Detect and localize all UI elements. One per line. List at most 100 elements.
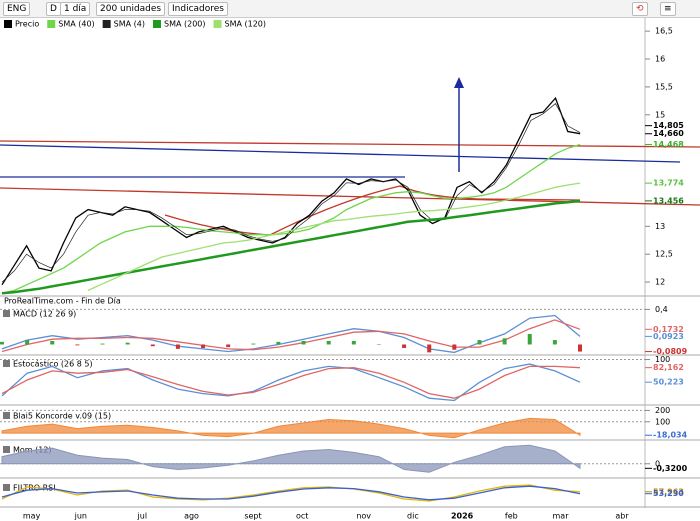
y-tick-label: 0,4 bbox=[655, 305, 668, 314]
x-tick-label: 2026 bbox=[451, 512, 474, 521]
symbol-button[interactable]: ENG bbox=[3, 2, 31, 16]
trend-line bbox=[0, 144, 681, 163]
indicators-button[interactable]: Indicadores bbox=[168, 2, 228, 16]
last-value-label: -18,034 bbox=[653, 431, 688, 440]
y-tick-label: 12 bbox=[655, 278, 665, 287]
y-tick-label: 15,5 bbox=[655, 82, 673, 91]
x-tick-label: ago bbox=[184, 512, 199, 521]
settings-icon[interactable]: ⟲ bbox=[632, 2, 648, 16]
x-tick-label: jul bbox=[137, 512, 148, 521]
x-tick-label: feb bbox=[505, 512, 518, 521]
panel-icon bbox=[3, 310, 10, 317]
interval-button[interactable]: 1 día bbox=[60, 2, 91, 16]
line bbox=[1, 485, 581, 501]
histogram-bar bbox=[175, 344, 180, 349]
panel-icon bbox=[3, 360, 10, 367]
histogram-bar bbox=[0, 341, 4, 345]
panel-icon bbox=[3, 484, 10, 491]
last-value-label: 57,963 bbox=[653, 487, 684, 496]
menu-icon[interactable]: ≡ bbox=[660, 2, 676, 16]
histogram-bar bbox=[477, 340, 482, 345]
histogram-bar bbox=[226, 344, 231, 348]
x-tick-label: abr bbox=[615, 512, 629, 521]
legend-swatch bbox=[152, 20, 161, 28]
trend-line bbox=[0, 187, 700, 206]
y-tick-label: 100 bbox=[655, 417, 670, 426]
plot-area bbox=[0, 18, 700, 521]
legend-label: SMA (120) bbox=[225, 20, 267, 29]
panel-title: Blai5 Koncorde v.09 (15) bbox=[13, 412, 111, 421]
panel-title: MACD (12 26 9) bbox=[13, 310, 76, 319]
x-tick-label: may bbox=[23, 512, 41, 521]
y-tick-label: 0 bbox=[655, 459, 660, 468]
x-tick-label: oct bbox=[296, 512, 308, 521]
units-button[interactable]: 200 unidades bbox=[96, 2, 166, 16]
legend-swatch bbox=[102, 20, 111, 28]
line bbox=[1, 319, 581, 353]
legend-label: Precio bbox=[15, 20, 39, 29]
y-tick-label: 16,5 bbox=[655, 27, 673, 36]
histogram-bar bbox=[326, 340, 331, 345]
x-tick-label: mar bbox=[553, 512, 570, 521]
x-tick-label: dic bbox=[407, 512, 419, 521]
histogram-bar bbox=[75, 344, 80, 346]
histogram-bar bbox=[201, 344, 206, 348]
panel-icon bbox=[3, 446, 10, 453]
last-value-label: 53,230 bbox=[653, 489, 684, 498]
y-tick-label: 16 bbox=[655, 55, 665, 64]
area bbox=[1, 417, 581, 439]
line bbox=[1, 143, 581, 294]
line bbox=[1, 199, 581, 295]
histogram-bar bbox=[125, 342, 130, 345]
y-tick-label: 100 bbox=[655, 355, 670, 364]
histogram-bar bbox=[276, 341, 281, 345]
last-value-label: 14,660 bbox=[653, 129, 684, 138]
last-value-label: 82,162 bbox=[653, 363, 684, 372]
y-tick-label: 200 bbox=[655, 406, 670, 415]
histogram-bar bbox=[402, 344, 407, 348]
area bbox=[1, 444, 581, 473]
last-value-label: -0,0809 bbox=[653, 347, 688, 356]
source: ProRealTime.com - Fin de Día bbox=[4, 297, 121, 306]
line bbox=[1, 365, 581, 399]
line bbox=[1, 103, 581, 283]
legend-swatch bbox=[47, 20, 56, 28]
last-value-label: 0,0923 bbox=[653, 332, 684, 341]
last-value-label: 13,774 bbox=[653, 179, 684, 188]
last-value-label: 13,456 bbox=[653, 196, 684, 205]
last-value-label: 14,805 bbox=[653, 121, 684, 130]
histogram-bar bbox=[552, 340, 557, 345]
legend-label: SMA (4) bbox=[114, 20, 145, 29]
legend-swatch bbox=[4, 20, 12, 28]
y-tick-label: 12,5 bbox=[655, 250, 673, 259]
period-button[interactable]: D bbox=[46, 2, 61, 16]
histogram-bar bbox=[502, 338, 507, 345]
x-tick-label: nov bbox=[356, 512, 371, 521]
histogram-bar bbox=[301, 340, 306, 345]
histogram-bar bbox=[100, 343, 105, 345]
last-value-label: 14,468 bbox=[653, 140, 684, 149]
histogram-bar bbox=[150, 344, 155, 347]
line bbox=[1, 314, 581, 354]
histogram-bar bbox=[351, 340, 356, 345]
line bbox=[87, 182, 581, 291]
panel-icon bbox=[3, 412, 10, 419]
last-value-label: 50,223 bbox=[653, 378, 684, 387]
histogram-bar bbox=[376, 344, 381, 345]
panel-title: Estocástico (26 8 5) bbox=[13, 360, 93, 369]
toolbar: ENG D 1 día 200 unidades Indicadores ⟲ ≡ bbox=[0, 0, 700, 18]
y-tick-label: 15 bbox=[655, 110, 665, 119]
x-tick-label: sept bbox=[244, 512, 261, 521]
histogram-bar bbox=[427, 344, 432, 353]
last-value-label: 0,1732 bbox=[653, 325, 684, 334]
histogram-bar bbox=[578, 344, 582, 352]
histogram-bar bbox=[452, 344, 457, 350]
y-tick-label: 13 bbox=[655, 222, 665, 231]
histogram-bar bbox=[25, 340, 30, 345]
legend-swatch bbox=[213, 20, 222, 28]
histogram-bar bbox=[527, 333, 532, 345]
line bbox=[1, 96, 581, 286]
trend-line bbox=[0, 140, 700, 148]
legend-label: SMA (200) bbox=[164, 20, 206, 29]
